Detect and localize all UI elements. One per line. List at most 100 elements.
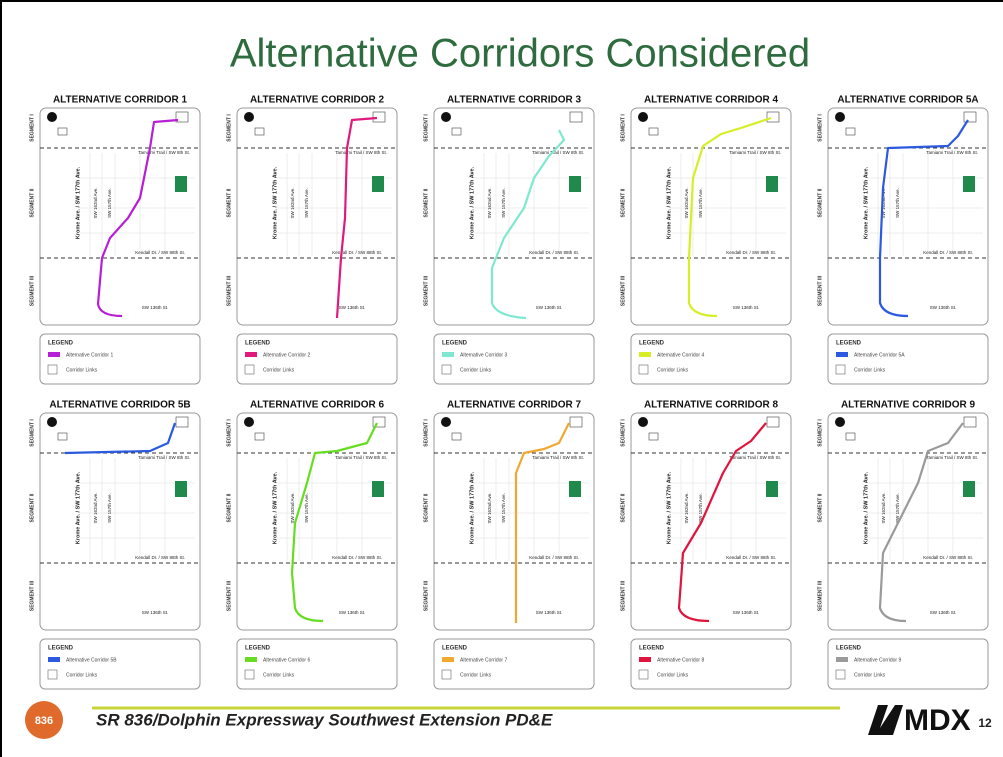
segment-label: SEGMENT II xyxy=(817,188,823,218)
toll-sign xyxy=(766,176,778,192)
legend-swatch xyxy=(836,657,848,662)
legend-label: Alternative Corridor 3 xyxy=(460,352,507,358)
route-shield xyxy=(569,416,583,428)
north-arrow xyxy=(47,112,57,122)
slide-title: Alternative Corridors Considered xyxy=(230,32,810,76)
route-shield xyxy=(766,416,780,428)
road-label: SW 162nd Ave. xyxy=(684,493,689,524)
shield-icon xyxy=(25,701,63,739)
panel-title: ALTERNATIVE CORRIDOR 6 xyxy=(250,400,385,411)
road-label: Tamiami Trail / SW 8th St. xyxy=(729,455,781,460)
legend-frame xyxy=(433,333,595,385)
road-label: Tamiami Trail / SW 8th St. xyxy=(532,150,584,155)
shield-text: 836 xyxy=(35,715,53,727)
road-label: SW 136th St. xyxy=(733,610,760,615)
legend: LEGEND Alternative Corridor 5B Corridor Li… xyxy=(39,638,201,690)
road-label: SW 162nd Ave. xyxy=(290,188,295,219)
road-label: Krome Ave. / SW 177th Ave. xyxy=(666,166,672,239)
legend-label: Corridor Links xyxy=(66,367,98,373)
segment-label: SEGMENT I xyxy=(29,114,35,142)
road-label: SW 162nd Ave. xyxy=(684,188,689,219)
route-shield xyxy=(57,127,68,136)
toll-sign xyxy=(372,176,384,192)
road-label: Kendall Dr. / SW 88th St. xyxy=(726,555,776,560)
road-label: Krome Ave. / SW 177th Ave. xyxy=(272,166,278,239)
legend-frame xyxy=(39,638,201,690)
corridor-panel: ALTERNATIVE CORRIDOR 2 SEGMENT I SEGMENT I… xyxy=(226,95,398,385)
road-label: Krome Ave. / SW 177th Ave. xyxy=(666,471,672,544)
north-arrow xyxy=(441,417,451,427)
road-label: SW 162nd Ave. xyxy=(93,188,98,219)
road-label: SW 157th Ave. xyxy=(304,493,309,523)
north-arrow xyxy=(638,417,648,427)
legend-frame xyxy=(236,333,398,385)
toll-sign xyxy=(963,481,975,497)
road-label: SW 136th St. xyxy=(142,610,169,615)
corridor-panel: ALTERNATIVE CORRIDOR 3 SEGMENT I SEGMENT I… xyxy=(423,95,595,385)
legend-heading: LEGEND xyxy=(442,646,468,652)
legend-label: Corridor Links xyxy=(657,672,689,678)
segment-label: SEGMENT III xyxy=(620,580,626,611)
page-number: 12 xyxy=(978,716,992,730)
legend-label: Corridor Links xyxy=(854,367,886,373)
segment-label: SEGMENT I xyxy=(423,419,429,447)
road-label: SW 162nd Ave. xyxy=(290,493,295,524)
legend-heading: LEGEND xyxy=(245,646,271,652)
road-label: Krome Ave. / SW 177th Ave. xyxy=(75,166,81,239)
project-name: SR 836/Dolphin Expressway Southwest Exte… xyxy=(96,710,553,729)
segment-label: SEGMENT III xyxy=(817,275,823,306)
road-label: Kendall Dr. / SW 88th St. xyxy=(529,250,579,255)
segment-label: SEGMENT II xyxy=(423,188,429,218)
segment-label: SEGMENT I xyxy=(817,419,823,447)
road-label: Tamiami Trail / SW 8th St. xyxy=(532,455,584,460)
road-label: SW 136th St. xyxy=(142,305,169,310)
road-label: SW 157th Ave. xyxy=(698,188,703,218)
segment-label: SEGMENT III xyxy=(29,580,35,611)
road-label: Tamiami Trail / SW 8th St. xyxy=(138,150,190,155)
corridor-route xyxy=(96,118,179,318)
legend-swatch xyxy=(638,364,649,375)
legend-frame xyxy=(827,333,989,385)
road-label: SW 157th Ave. xyxy=(501,188,506,218)
route-shield xyxy=(254,432,265,441)
mdx-mark xyxy=(868,705,903,735)
route-shield xyxy=(845,127,856,136)
panel-title: ALTERNATIVE CORRIDOR 3 xyxy=(447,95,582,106)
legend-heading: LEGEND xyxy=(836,646,862,652)
legend-label: Corridor Links xyxy=(263,367,295,373)
toll-sign xyxy=(766,481,778,497)
legend-label: Alternative Corridor 2 xyxy=(263,352,310,358)
road-label: SW 162nd Ave. xyxy=(881,493,886,524)
legend-frame xyxy=(630,333,792,385)
route-shield xyxy=(451,127,462,136)
corridor-route xyxy=(878,422,964,623)
legend-frame xyxy=(39,333,201,385)
route-shield xyxy=(648,432,659,441)
legend-heading: LEGEND xyxy=(442,341,468,347)
map-frame xyxy=(433,107,595,326)
road-label: Kendall Dr. / SW 88th St. xyxy=(135,555,185,560)
map-frame xyxy=(433,412,595,631)
legend-heading: LEGEND xyxy=(639,341,665,347)
legend: LEGEND Alternative Corridor 2 Corridor Lin… xyxy=(236,333,398,385)
road-label: SW 162nd Ave. xyxy=(93,493,98,524)
road-label: SW 136th St. xyxy=(536,610,563,615)
segment-label: SEGMENT III xyxy=(226,275,232,306)
map-frame xyxy=(39,107,201,326)
route-shield xyxy=(372,416,386,428)
legend-swatch xyxy=(835,669,846,680)
route-shield xyxy=(569,111,583,123)
legend-swatch xyxy=(244,669,255,680)
road-label: Kendall Dr. / SW 88th St. xyxy=(332,250,382,255)
panel-title: ALTERNATIVE CORRIDOR 1 xyxy=(53,95,188,106)
legend: LEGEND Alternative Corridor 4 Corridor Lin… xyxy=(630,333,792,385)
panel-title: ALTERNATIVE CORRIDOR 7 xyxy=(447,400,582,411)
road-label: Krome Ave. / SW 177th Ave. xyxy=(863,166,869,239)
corridor-panel: ALTERNATIVE CORRIDOR 4 SEGMENT I SEGMENT I… xyxy=(620,95,792,385)
segment-label: SEGMENT III xyxy=(620,275,626,306)
road-label: SW 136th St. xyxy=(339,305,366,310)
legend: LEGEND Alternative Corridor 7 Corridor Lin… xyxy=(433,638,595,690)
north-arrow xyxy=(441,112,451,122)
legend-swatch xyxy=(47,669,58,680)
map-frame xyxy=(827,107,989,326)
